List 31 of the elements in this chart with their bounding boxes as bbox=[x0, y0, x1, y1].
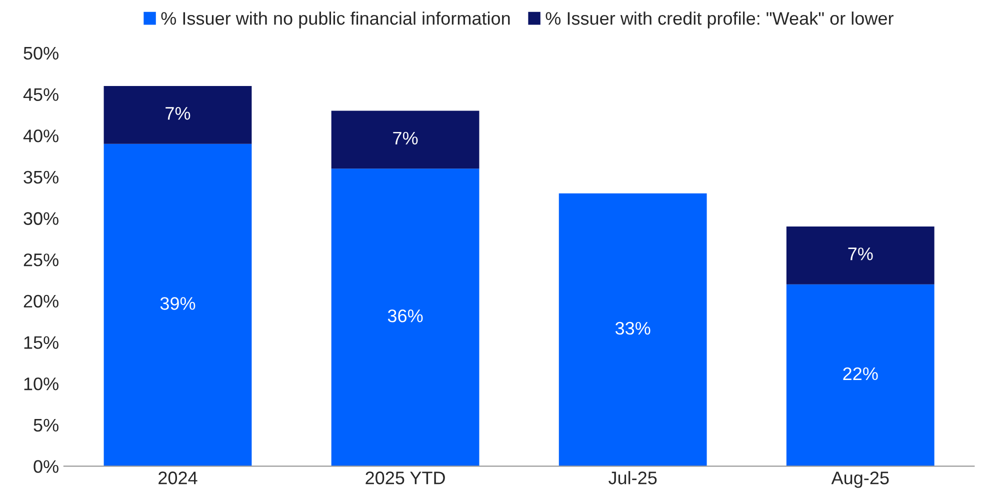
bar bbox=[104, 86, 252, 144]
bar bbox=[558, 193, 707, 466]
data-label: 22% bbox=[843, 367, 878, 380]
y-tick-label: 10% bbox=[24, 377, 58, 390]
y-tick-label: 35% bbox=[24, 170, 58, 184]
y-tick-label: 5% bbox=[34, 418, 58, 432]
bar bbox=[786, 284, 934, 466]
y-tick-label: 15% bbox=[24, 336, 58, 349]
x-tick-label: Aug-25 bbox=[831, 472, 889, 488]
bar bbox=[331, 110, 480, 169]
y-tick-label: 0% bbox=[34, 460, 58, 473]
data-label: 36% bbox=[388, 309, 423, 322]
y-tick-label: 20% bbox=[24, 294, 58, 308]
y-tick-label: 50% bbox=[24, 46, 58, 60]
bar bbox=[331, 168, 480, 466]
x-tick-label: 2025 YTD bbox=[366, 472, 445, 484]
y-tick-label: 45% bbox=[23, 88, 58, 101]
data-label: 7% bbox=[166, 107, 190, 120]
data-label: 39% bbox=[160, 297, 196, 310]
data-label: 7% bbox=[848, 248, 873, 260]
legend-label: % Issuer with credit profile: "Weak" or lower bbox=[546, 12, 894, 28]
x-tick-label: 2024 bbox=[158, 472, 198, 484]
bar bbox=[786, 226, 934, 284]
y-tick-label: 40% bbox=[23, 130, 58, 142]
bar bbox=[104, 144, 252, 466]
x-tick-label: Jul-25 bbox=[608, 471, 657, 484]
data-label: 7% bbox=[393, 132, 418, 144]
y-tick-label: 25% bbox=[24, 253, 58, 266]
y-tick-label: 30% bbox=[24, 212, 58, 225]
legend-label: % Issuer with no public financial information bbox=[161, 12, 510, 28]
data-label: 33% bbox=[615, 322, 650, 335]
